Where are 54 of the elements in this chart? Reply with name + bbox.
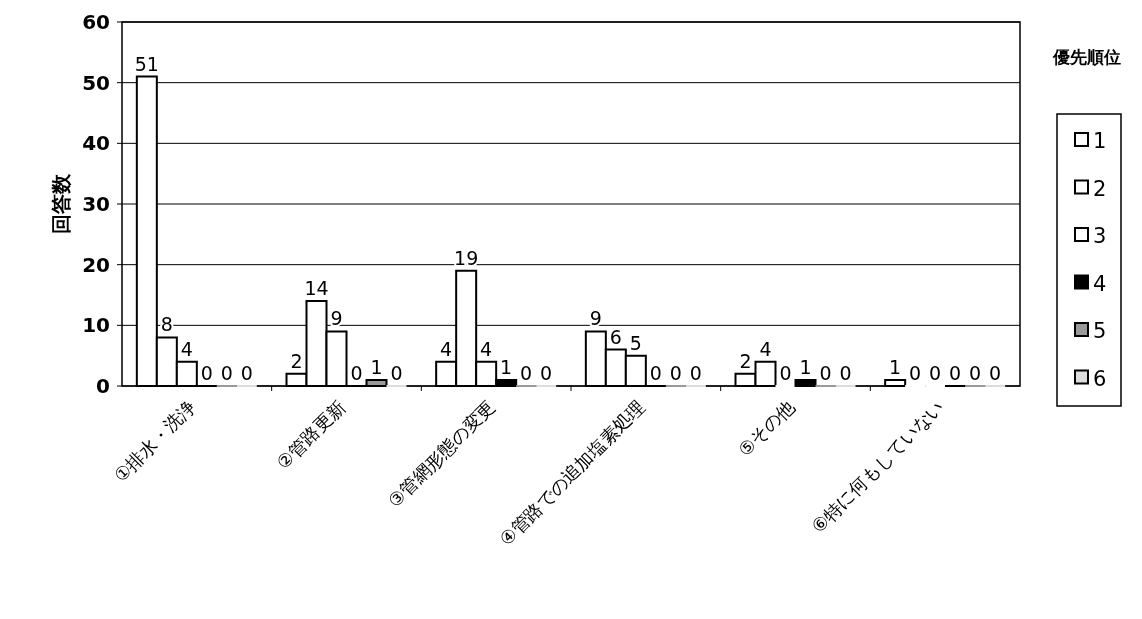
legend-label: 1	[1093, 129, 1107, 153]
y-tick-label: 30	[82, 192, 110, 216]
y-tick-label: 10	[82, 313, 110, 338]
y-axis-title: 回答数	[49, 173, 73, 234]
legend-label: 3	[1093, 224, 1107, 248]
x-tick-label: ⑥特に何もしていない	[807, 395, 948, 537]
data-label: 6	[609, 325, 622, 348]
data-label: 1	[889, 355, 902, 378]
data-label: 1	[370, 355, 383, 378]
x-tick-label: ②管路更新	[272, 395, 350, 474]
data-label: 0	[819, 362, 832, 384]
data-label: 0	[540, 362, 553, 384]
data-label: 5	[629, 331, 642, 354]
y-tick-label: 60	[82, 10, 110, 34]
x-tick-label: ①排水・洗浄	[109, 395, 200, 486]
data-label: 9	[589, 307, 602, 330]
data-label: 4	[180, 337, 193, 360]
data-label: 0	[390, 362, 403, 384]
data-label: 0	[949, 362, 962, 384]
y-tick-label: 20	[82, 252, 110, 277]
data-label: 1	[500, 355, 513, 378]
data-label: 4	[480, 337, 493, 360]
data-label: 0	[969, 362, 982, 384]
data-label: 9	[330, 307, 343, 330]
y-tick-label: 50	[82, 70, 110, 95]
data-label: 0	[200, 362, 213, 384]
data-label: 0	[839, 362, 852, 384]
data-label: 0	[909, 362, 922, 384]
data-label: 0	[649, 362, 662, 384]
legend-label: 5	[1093, 319, 1107, 343]
data-label: 4	[440, 337, 453, 360]
data-label: 0	[929, 362, 942, 384]
data-label: 0	[220, 362, 233, 384]
data-label: 2	[739, 349, 752, 372]
data-label: 2	[290, 349, 303, 372]
data-label: 0	[350, 362, 363, 384]
data-label: 19	[454, 246, 479, 269]
y-tick-label: 0	[96, 374, 110, 398]
data-label: 0	[240, 362, 253, 384]
data-label: 0	[689, 362, 702, 384]
y-tick-label: 40	[82, 131, 110, 156]
data-label: 14	[304, 277, 329, 300]
data-label: 1	[799, 355, 812, 378]
data-label: 0	[989, 362, 1002, 384]
x-tick-label: ⑤その他	[733, 395, 799, 461]
legend-label: 2	[1093, 176, 1107, 201]
legend-title: 優先順位	[1052, 47, 1121, 67]
data-label: 0	[669, 362, 682, 384]
data-label: 0	[779, 362, 792, 384]
data-label: 0	[520, 362, 533, 384]
data-label: 51	[134, 52, 159, 75]
legend-label: 6	[1093, 366, 1107, 391]
data-label: 4	[759, 337, 772, 360]
legend-label: 4	[1093, 271, 1107, 296]
